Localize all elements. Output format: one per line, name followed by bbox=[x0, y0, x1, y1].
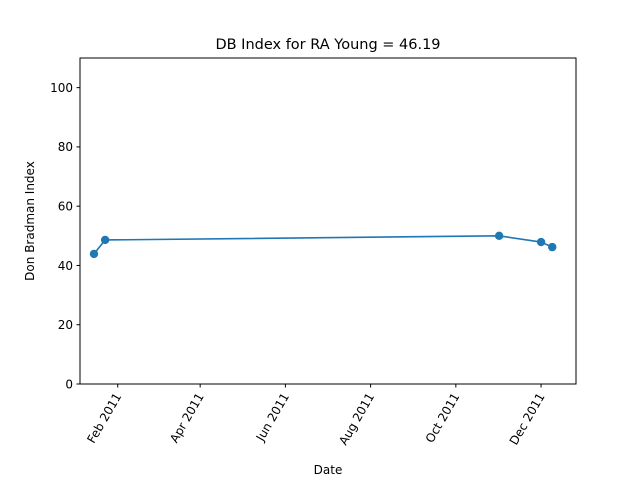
data-point bbox=[89, 249, 99, 259]
x-tick-label: Aug 2011 bbox=[336, 391, 377, 448]
y-tick-label: 60 bbox=[58, 199, 73, 213]
x-tick-label: Jun 2011 bbox=[253, 391, 292, 445]
x-tick-label: Oct 2011 bbox=[423, 391, 463, 446]
data-point bbox=[548, 242, 557, 252]
x-tick-label: Dec 2011 bbox=[507, 391, 548, 448]
x-tick-label: Apr 2011 bbox=[167, 391, 207, 446]
data-point bbox=[494, 231, 504, 241]
y-tick-label: 80 bbox=[58, 140, 73, 154]
plot-area bbox=[80, 58, 576, 384]
y-axis: 0 20 40 60 80 100 bbox=[50, 81, 80, 391]
y-axis-title: Don Bradman Index bbox=[23, 161, 37, 281]
x-axis: Feb 2011 Apr 2011 Jun 2011 Aug 2011 Oct 2011… bbox=[84, 384, 548, 448]
y-tick-label: 20 bbox=[58, 318, 73, 332]
chart-title: DB Index for RA Young = 46.19 bbox=[215, 37, 440, 53]
y-tick-label: 100 bbox=[50, 81, 73, 95]
data-series bbox=[89, 231, 557, 259]
plot-frame bbox=[79, 57, 577, 385]
y-tick-label: 0 bbox=[65, 377, 73, 391]
x-axis-title: Date bbox=[314, 463, 343, 477]
x-tick-label: Feb 2011 bbox=[84, 391, 124, 446]
y-tick-label: 40 bbox=[58, 259, 73, 273]
data-point bbox=[536, 237, 546, 247]
data-point bbox=[100, 235, 110, 245]
